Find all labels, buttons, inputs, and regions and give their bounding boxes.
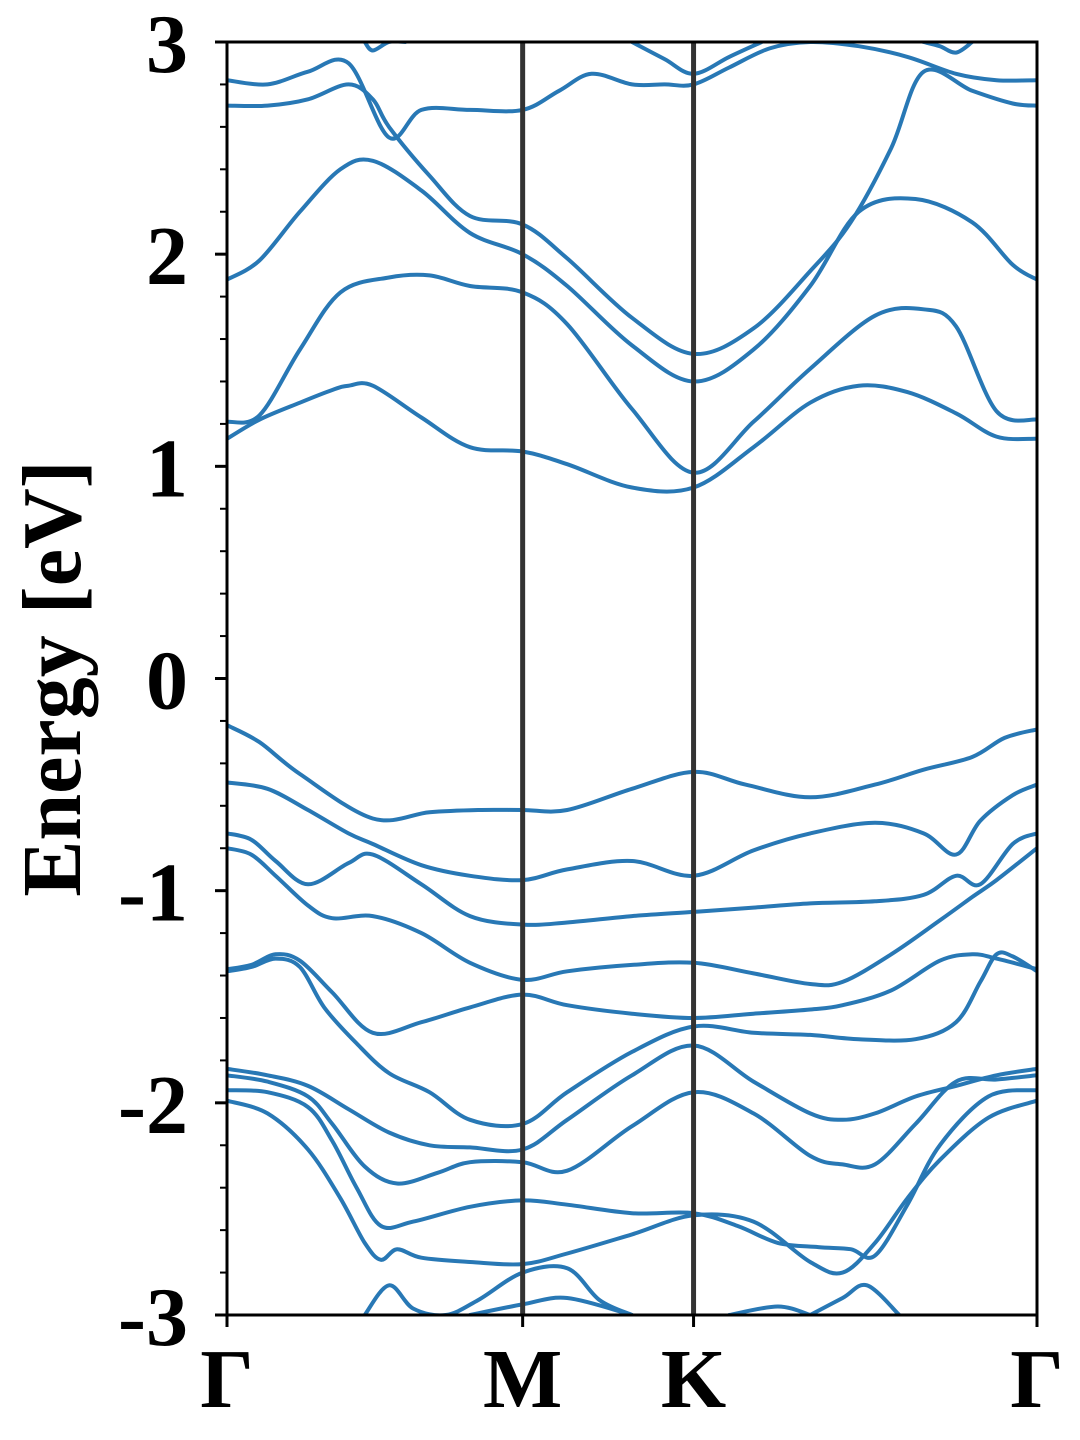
y-tick-label: 2 — [146, 210, 188, 303]
x-tick-label: M — [483, 1333, 562, 1426]
band-line-22 — [921, 42, 975, 55]
kpoint-separators — [520, 42, 697, 1315]
band-line-17 — [227, 157, 1037, 384]
band-line-15 — [227, 381, 1037, 494]
band-line-1 — [227, 723, 1037, 823]
band-line-14 — [808, 1282, 902, 1315]
band-line-18 — [227, 67, 1037, 356]
band-line-6 — [227, 950, 1037, 1129]
x-tick-label: Γ — [1010, 1333, 1063, 1426]
y-tick-label: 0 — [146, 635, 188, 728]
y-tick-label: -1 — [118, 847, 188, 940]
band-line-7 — [227, 1043, 1037, 1154]
band-line-13 — [727, 1304, 813, 1315]
band-line-9 — [227, 1088, 1037, 1260]
band-line-21 — [630, 42, 764, 76]
band-line-12 — [468, 1295, 634, 1315]
y-tick-label: 1 — [146, 422, 188, 515]
x-tick-label: Γ — [200, 1333, 253, 1426]
band-line-16 — [227, 272, 1037, 475]
y-axis-label: Energy [eV] — [6, 460, 99, 896]
y-axis-ticks: -3 -2 -1 0 1 2 3 — [118, 0, 227, 1364]
y-tick-label: -3 — [118, 1271, 188, 1364]
band-line-2 — [227, 780, 1037, 883]
band-line-11 — [362, 1264, 634, 1315]
y-tick-label: 3 — [146, 0, 188, 91]
band-line-20 — [362, 42, 408, 53]
band-lines — [227, 42, 1037, 1315]
band-line-10 — [227, 1098, 1037, 1276]
y-tick-label: -2 — [118, 1059, 188, 1152]
x-tick-label: K — [661, 1333, 726, 1426]
band-line-5 — [227, 952, 1037, 1036]
band-line-3 — [227, 831, 1037, 927]
band-line-19 — [227, 42, 1037, 141]
band-line-4 — [227, 846, 1037, 988]
band-line-8 — [227, 1073, 1037, 1186]
